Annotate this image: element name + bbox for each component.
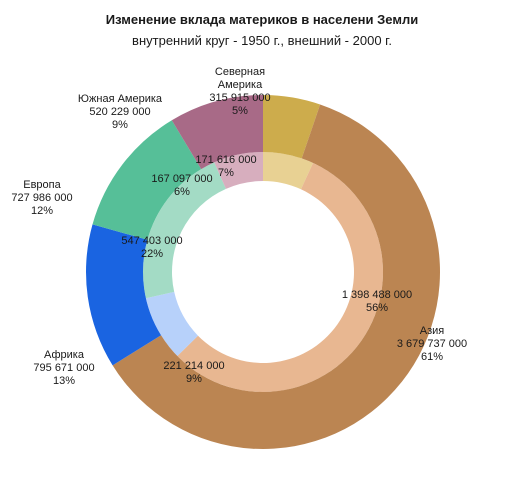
outer-slice-africa <box>86 224 162 366</box>
chart-title: Изменение вклада материков в населени Зе… <box>105 12 419 27</box>
chart-subtitle: внутренний круг - 1950 г., внешний - 200… <box>132 33 392 48</box>
inner-slice-asia <box>177 162 384 393</box>
outer-slice-europe <box>92 120 202 240</box>
inner-slice-south-america <box>214 152 263 189</box>
outer-label-asia: Азия 3 679 737 000 61% <box>397 325 467 363</box>
inner-label-europe: 547 403 000 22% <box>121 235 182 260</box>
inner-slice-north-america <box>263 152 314 190</box>
outer-slice-north-america <box>263 95 321 159</box>
outer-slice-asia <box>112 104 440 449</box>
outer-label-north-america: Северная Америка 315 915 000 5% <box>209 66 270 117</box>
inner-slice-europe <box>143 162 226 299</box>
outer-label-africa: Африка 795 671 000 13% <box>33 349 94 387</box>
inner-label-asia: 1 398 488 000 56% <box>342 289 412 314</box>
inner-label-south-america: 167 097 000 6% <box>151 173 212 198</box>
outer-label-europe: Европа 727 986 000 12% <box>11 179 72 217</box>
inner-slice-africa <box>145 291 199 357</box>
outer-label-south-america: Южная Америка 520 229 000 9% <box>78 93 163 131</box>
inner-label-africa: 221 214 000 9% <box>163 360 224 385</box>
inner-label-north-america: 171 616 000 7% <box>195 154 256 179</box>
outer-slice-south-america <box>171 95 263 170</box>
